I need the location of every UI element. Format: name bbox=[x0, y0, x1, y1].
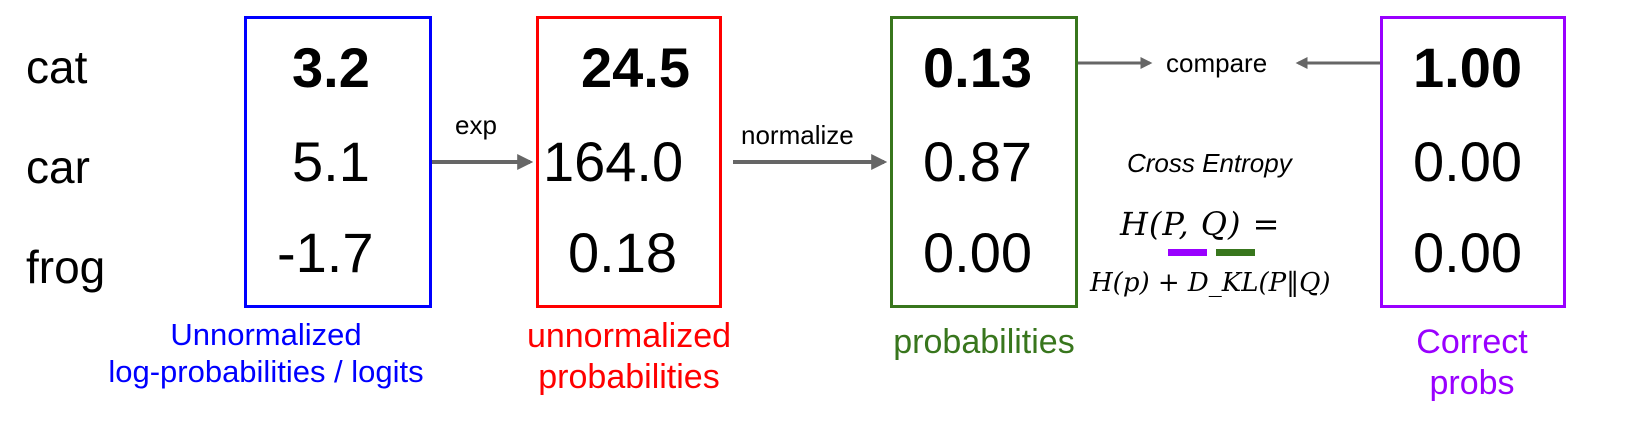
probabilities-caption: probabilities bbox=[834, 322, 1134, 363]
unnormalized-box bbox=[536, 16, 722, 308]
logits-caption-line2: log-probabilities / logits bbox=[108, 354, 424, 390]
cross-entropy-formula-line2: H(p) + D_KL(P‖Q) bbox=[1090, 268, 1331, 298]
correct-probs-box bbox=[1380, 16, 1566, 308]
logits-box bbox=[244, 16, 432, 308]
correct-caption-line2: probs bbox=[1429, 363, 1515, 402]
correct-frog: 0.00 bbox=[1413, 221, 1522, 284]
exp-label: exp bbox=[455, 110, 497, 140]
logits-caption: Unnormalized log-probabilities / logits bbox=[66, 316, 466, 390]
prob-cat: 0.13 bbox=[923, 36, 1032, 99]
cross-entropy-formula-line1: H(P, Q) = bbox=[1120, 205, 1281, 243]
underline-p bbox=[1168, 249, 1207, 256]
unnorm-frog: 0.18 bbox=[568, 221, 677, 284]
normalize-label: normalize bbox=[741, 120, 854, 150]
probabilities-box bbox=[890, 16, 1078, 308]
unnorm-cat: 24.5 bbox=[581, 36, 690, 99]
correct-cat: 1.00 bbox=[1413, 36, 1522, 99]
class-label-frog: frog bbox=[26, 241, 106, 293]
prob-frog: 0.00 bbox=[923, 221, 1032, 284]
correct-caption: Correct probs bbox=[1372, 322, 1572, 404]
prob-car: 0.87 bbox=[923, 130, 1032, 193]
logits-caption-line1: Unnormalized bbox=[170, 317, 362, 352]
logit-car: 5.1 bbox=[292, 130, 370, 193]
compare-label: compare bbox=[1166, 48, 1268, 78]
unnormalized-caption-line1: unnormalized bbox=[526, 317, 732, 355]
class-label-cat: cat bbox=[26, 41, 88, 93]
correct-caption-line1: Correct bbox=[1416, 323, 1528, 361]
correct-car: 0.00 bbox=[1413, 130, 1522, 193]
logit-frog: -1.7 bbox=[277, 221, 374, 284]
underline-q bbox=[1216, 249, 1255, 256]
cross-entropy-title: Cross Entropy bbox=[1127, 148, 1292, 178]
logit-cat: 3.2 bbox=[292, 36, 370, 99]
unnormalized-caption-line2: probabilities bbox=[538, 357, 720, 396]
unnorm-car: 164.0 bbox=[543, 130, 684, 193]
class-label-car: car bbox=[26, 141, 90, 193]
probabilities-caption-line1: probabilities bbox=[893, 323, 1075, 361]
unnormalized-caption: unnormalized probabilities bbox=[479, 316, 779, 398]
